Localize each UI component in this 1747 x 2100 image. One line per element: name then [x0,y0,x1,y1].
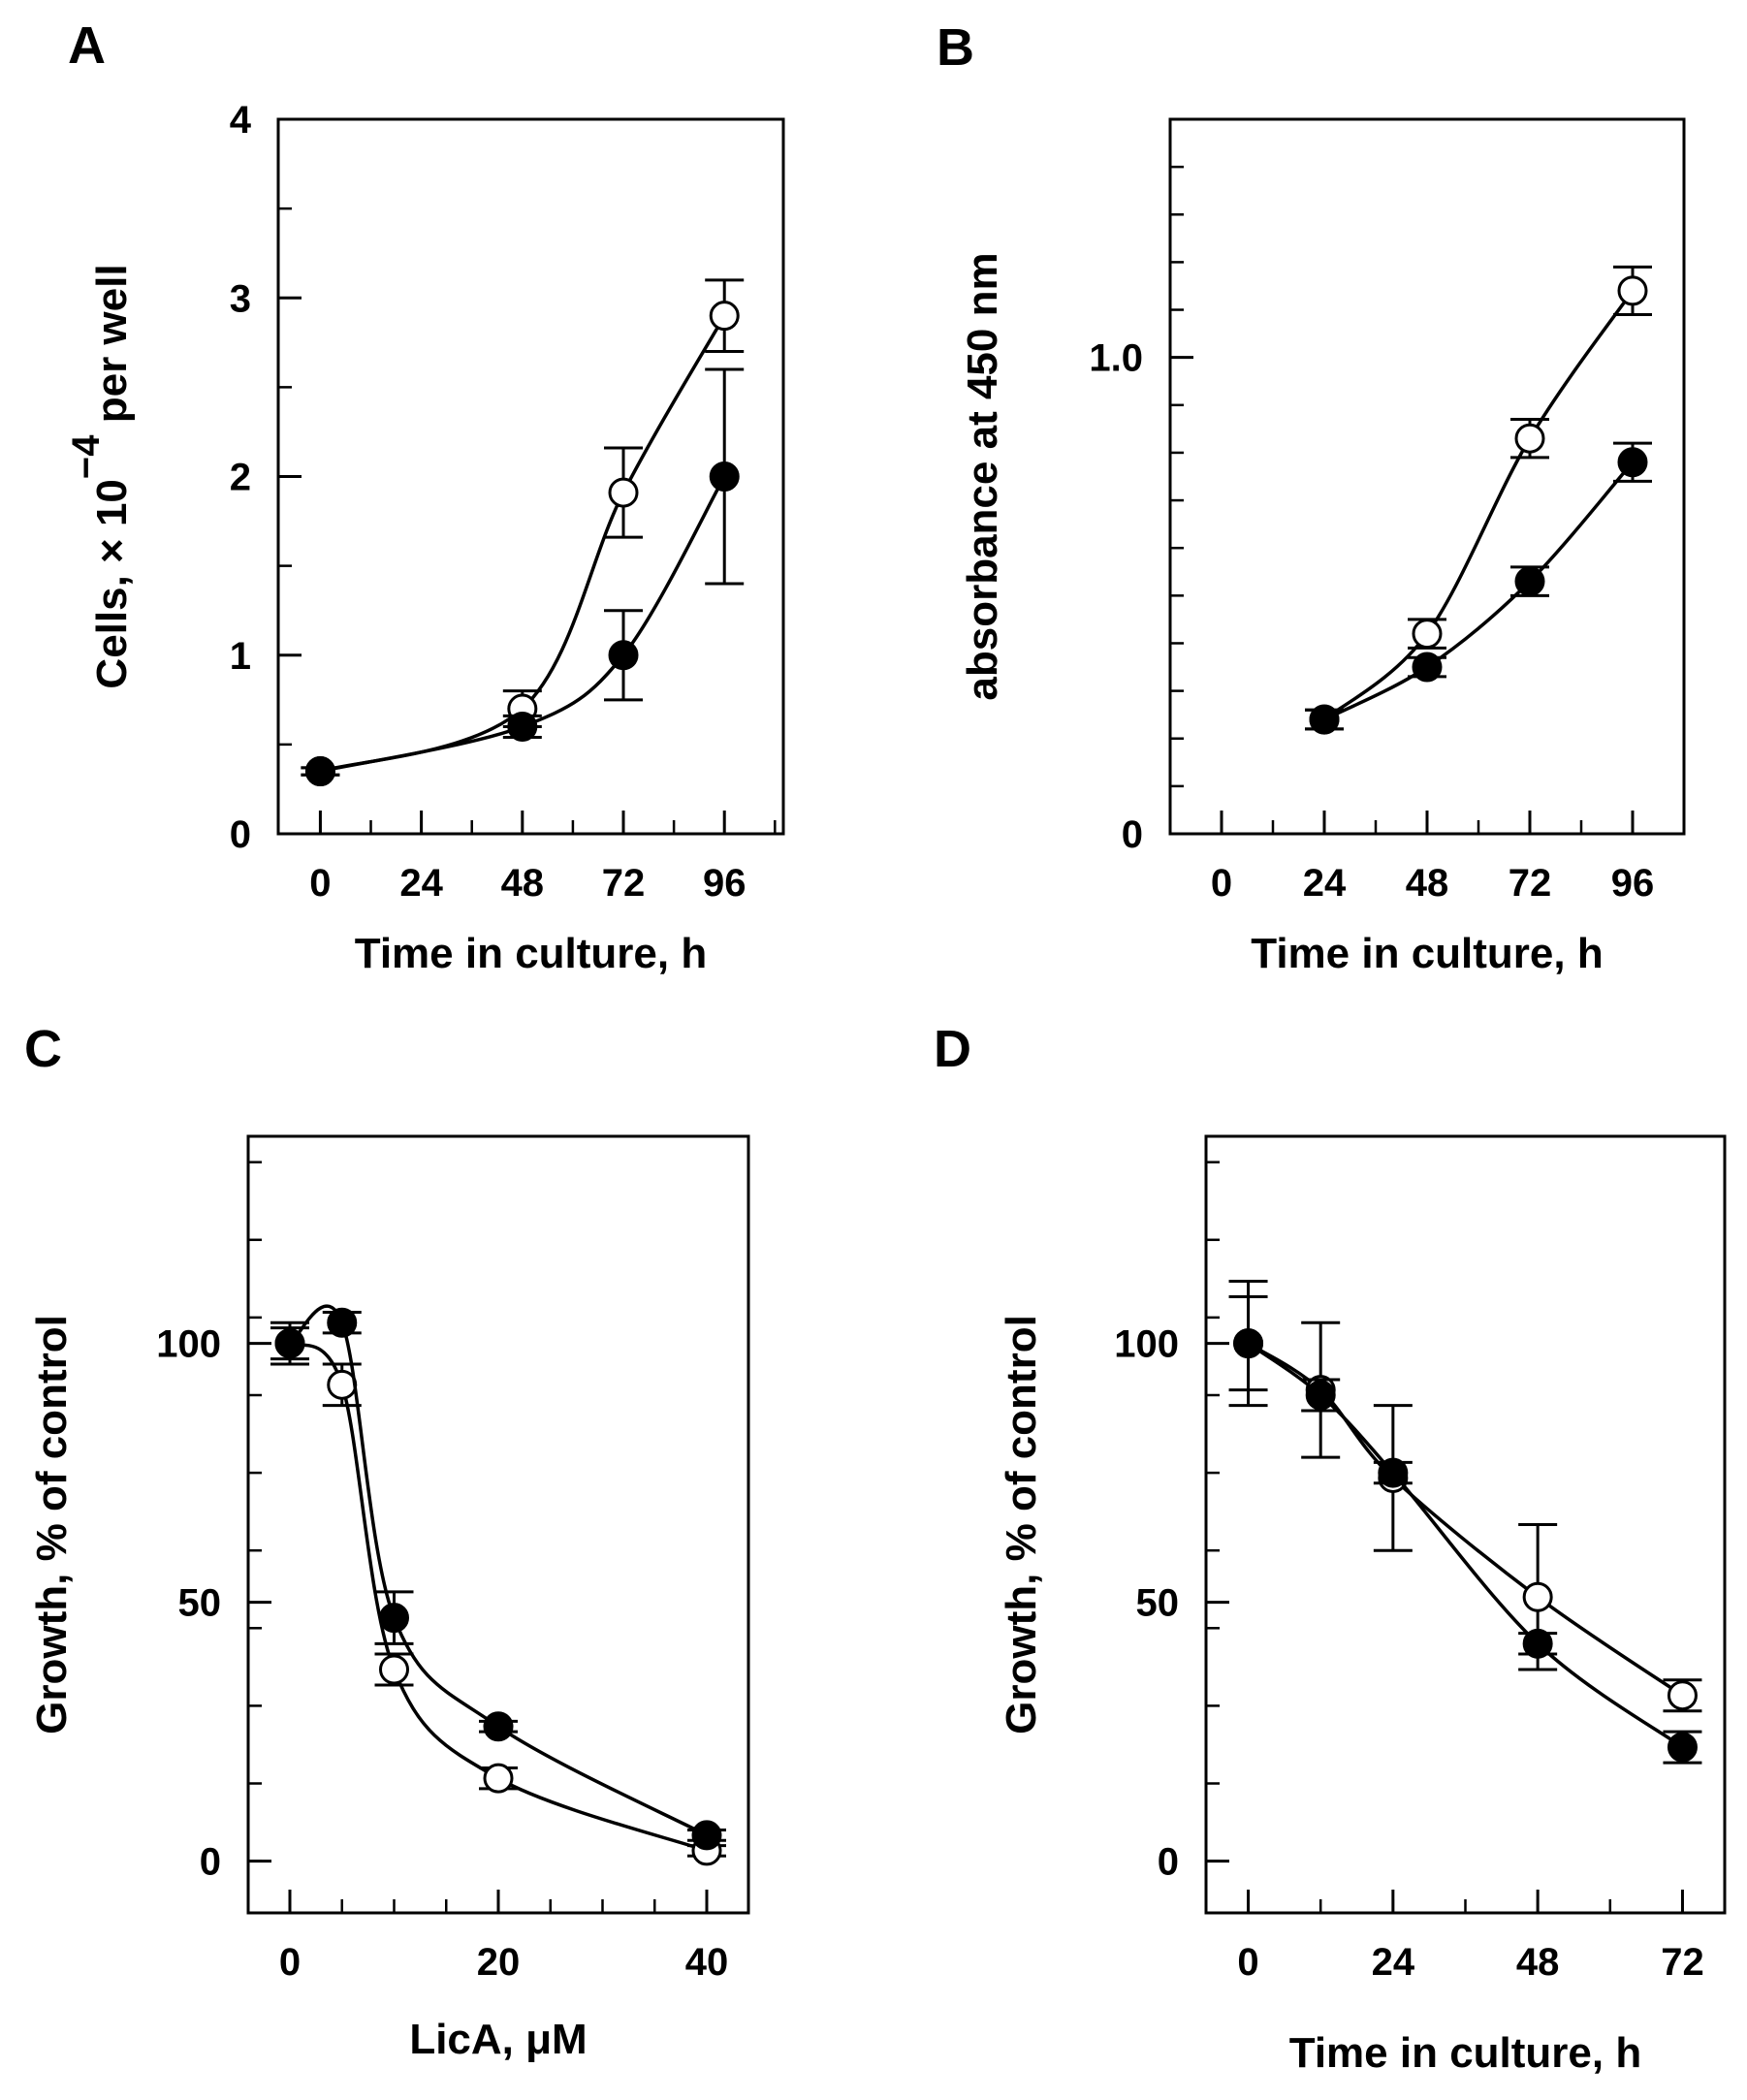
filled-circle-point [274,1328,305,1359]
x-axis-title: Time in culture, h [355,930,707,977]
y-axis-title-text: Cells, × 10 [88,479,136,688]
open-circle-point [327,1369,358,1400]
filled-circle-point [1617,447,1648,478]
open-circle-point [1617,275,1648,306]
panel-c: 0 50 100 0 20 40 LicA, μM Growth, % of control [28,1134,750,2063]
series-line [1322,289,1635,721]
open-circle-point [1522,1581,1553,1612]
filled-circle-point [1412,652,1443,683]
open-circle-point [608,477,639,508]
open-circle-point [379,1654,409,1685]
filled-circle-point [304,756,335,787]
y-axis-title-text: absorbance at 450 nm [959,252,1006,700]
y-axis-title: Growth, % of control [28,1315,76,1734]
filled-circle-point [1309,704,1340,735]
filled-circle-point [1522,1628,1553,1659]
y-tick-label: 0 [230,813,251,856]
x-tick-label: 0 [279,1941,301,1984]
y-axis-title: Growth, % of control [998,1315,1045,1734]
series-line [320,475,726,774]
x-tick-label: 20 [477,1941,521,1984]
x-tick-label: 0 [1211,862,1232,905]
open-circle-point [709,301,740,332]
series-filled [1305,441,1652,735]
x-tick-label: 72 [1661,1941,1704,1984]
y-axis-title: Cells, × 10−4 per well [65,264,136,688]
y-tick-label: 0 [1158,1841,1179,1884]
filled-circle-point [1378,1457,1409,1488]
open-circle-point [1514,423,1545,454]
y-axis-title-suffix: per well [88,264,136,434]
filled-circle-point [709,461,740,492]
open-circle-point [483,1763,514,1794]
filled-circle-point [483,1711,514,1742]
x-tick-label: 48 [1406,862,1449,905]
series-line [1323,461,1635,721]
filled-circle-point [1667,1732,1698,1763]
y-axis-title-exponent: −4 [65,434,108,479]
series-filled [301,367,745,787]
y-tick-label: 50 [178,1582,222,1625]
panel-label-d: D [934,1020,971,1078]
open-circle-point [1412,619,1443,650]
x-tick-label: 48 [501,862,545,905]
y-tick-label: 2 [230,457,251,499]
filled-circle-point [608,640,639,671]
x-tick-label: 0 [1237,1941,1258,1984]
x-axis-title: Time in culture, h [1251,930,1603,977]
panel-d: 0 50 100 0 24 48 72 Time in culture, h Growth, %… [998,1134,1727,2077]
x-tick-label: 0 [309,862,331,905]
filled-circle-point [1305,1380,1336,1411]
y-tick-label: 0 [1122,813,1143,856]
y-tick-label: 1.0 [1089,337,1143,380]
filled-circle-point [327,1307,358,1338]
y-tick-label: 4 [230,99,252,142]
x-tick-label: 24 [399,862,443,905]
filled-circle-point [691,1820,722,1851]
x-tick-label: 24 [1303,862,1347,905]
x-tick-label: 24 [1372,1941,1415,1984]
panel-a: 0 1 2 3 4 0 24 48 72 96 Time in culture, h Cells, ×… [65,99,785,977]
series-filled [1228,1295,1702,1765]
y-tick-label: 100 [1114,1323,1179,1366]
panel-label-b: B [937,18,974,77]
x-axis-title: LicA, μM [409,2016,587,2063]
series-filled [270,1304,726,1851]
x-tick-label: 72 [602,862,646,905]
x-tick-label: 96 [703,862,746,905]
x-tick-label: 48 [1516,1941,1560,1984]
y-tick-label: 50 [1136,1582,1180,1625]
filled-circle-point [507,711,538,742]
y-axis-title-text: Growth, % of control [28,1315,76,1734]
y-axis-title: absorbance at 450 nm [959,252,1006,700]
y-tick-label: 1 [230,635,251,678]
filled-circle-point [1514,566,1545,597]
panel-label-a: A [68,16,106,75]
panel-label-c: C [24,1020,62,1078]
y-axis-title-text: Growth, % of control [998,1315,1045,1734]
x-tick-label: 96 [1611,862,1655,905]
x-tick-label: 72 [1509,862,1552,905]
open-circle-point [1667,1680,1698,1711]
y-tick-label: 3 [230,277,251,320]
y-tick-label: 0 [200,1841,221,1884]
filled-circle-point [379,1603,409,1634]
x-tick-label: 40 [685,1941,729,1984]
x-axis-title: Time in culture, h [1289,2029,1641,2077]
y-tick-label: 100 [156,1323,221,1366]
filled-circle-point [1233,1328,1264,1359]
